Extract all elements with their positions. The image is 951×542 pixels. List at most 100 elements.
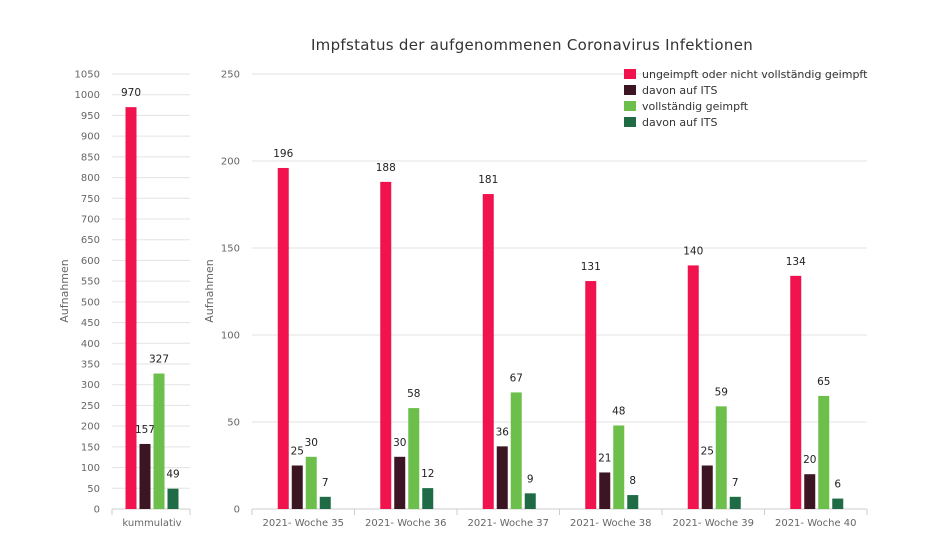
data-label: 196 [273, 148, 293, 160]
y-tick-label: 250 [221, 70, 240, 81]
y-tick-label: 450 [81, 318, 100, 329]
weekly-panel: 0 50 100 150 200 250 Aufnahmen 2021- Woche 35 19… [203, 70, 868, 529]
y-tick-label: 750 [81, 194, 100, 205]
bar [305, 456, 317, 509]
data-label: 48 [612, 405, 625, 417]
bar [125, 107, 137, 510]
x-tick-label: kummulativ [122, 518, 181, 529]
data-label: 21 [598, 452, 611, 464]
x-tick-label: 2021- Woche 39 [672, 518, 754, 529]
x-tick-label: 2021- Woche 37 [467, 518, 549, 529]
y-tick-label: 900 [81, 132, 100, 143]
y-tick-label: 950 [81, 111, 100, 122]
data-label: 36 [496, 426, 510, 438]
y-tick-label: 50 [227, 418, 240, 429]
bar [729, 496, 741, 509]
data-label: 7 [322, 477, 329, 489]
bar [394, 456, 406, 509]
y-tick-label: 200 [221, 157, 240, 168]
bar [524, 493, 536, 509]
legend-label: ungeimpft oder nicht vollständig geimpft [642, 68, 868, 81]
y-tick-label: 150 [221, 244, 240, 255]
y-tick-label: 50 [87, 484, 100, 495]
bar [599, 472, 611, 509]
bar [277, 167, 289, 509]
bar [496, 446, 508, 509]
bar [585, 281, 597, 509]
data-label: 67 [510, 372, 523, 384]
bar [627, 495, 639, 509]
legend-swatch [624, 101, 636, 111]
y-tick-label: 200 [81, 422, 100, 433]
legend-swatch [624, 117, 636, 127]
data-label: 25 [701, 446, 714, 458]
data-label: 30 [393, 437, 406, 449]
y-tick-label: 700 [81, 215, 100, 226]
y-tick-label: 500 [81, 297, 100, 308]
bar [818, 395, 830, 509]
y-tick-label: 350 [81, 360, 100, 371]
legend: ungeimpft oder nicht vollständig geimpft… [624, 68, 868, 129]
chart-title: Impfstatus der aufgenommenen Coronavirus… [311, 36, 753, 54]
y-tick-label: 150 [81, 442, 100, 453]
y-tick-label: 0 [234, 505, 240, 516]
data-label: 9 [527, 473, 534, 485]
data-label: 327 [149, 354, 169, 366]
data-label: 181 [478, 174, 498, 186]
data-label: 140 [683, 245, 703, 257]
data-label: 134 [786, 256, 806, 268]
bar [153, 373, 165, 509]
data-label: 6 [834, 479, 841, 491]
bar [613, 425, 625, 509]
bar [291, 465, 303, 509]
legend-label: vollständig geimpft [642, 100, 749, 113]
data-label: 157 [135, 424, 155, 436]
y-tick-label: 400 [81, 339, 100, 350]
y-tick-label: 800 [81, 173, 100, 184]
x-tick-label: 2021- Woche 35 [262, 518, 344, 529]
y-tick-label: 650 [81, 235, 100, 246]
y-tick-label: 100 [81, 463, 100, 474]
data-label: 59 [715, 386, 728, 398]
bar [804, 474, 816, 509]
y-tick-label: 250 [81, 401, 100, 412]
y-tick-label: 1000 [75, 90, 100, 101]
data-label: 131 [581, 261, 601, 273]
y-tick-label: 100 [221, 331, 240, 342]
x-tick-label: 2021- Woche 36 [365, 518, 447, 529]
x-tick-label: 2021- Woche 40 [775, 518, 857, 529]
y-tick-label: 550 [81, 277, 100, 288]
data-label: 30 [305, 437, 318, 449]
bar [482, 194, 494, 509]
data-label: 20 [803, 454, 816, 466]
bar [510, 392, 522, 509]
y-axis-title: Aufnahmen [58, 259, 71, 323]
bar [832, 498, 844, 509]
legend-label: davon auf ITS [642, 84, 717, 97]
data-label: 8 [629, 475, 636, 487]
y-axis-title: Aufnahmen [203, 259, 216, 323]
data-label: 65 [817, 376, 830, 388]
y-tick-label: 600 [81, 256, 100, 267]
data-label: 7 [732, 477, 739, 489]
y-tick-label: 0 [94, 505, 100, 516]
legend-swatch [624, 69, 636, 79]
y-tick-label: 1050 [75, 70, 100, 81]
bar [715, 406, 727, 509]
bar [687, 265, 699, 509]
bar [380, 181, 392, 509]
data-label: 49 [166, 469, 179, 481]
data-label: 188 [376, 162, 396, 174]
data-label: 25 [291, 446, 304, 458]
bar [701, 465, 713, 509]
bar [790, 275, 802, 509]
y-tick-label: 850 [81, 152, 100, 163]
x-tick-label: 2021- Woche 38 [570, 518, 652, 529]
data-label: 970 [121, 87, 141, 99]
legend-label: davon auf ITS [642, 116, 717, 129]
legend-swatch [624, 85, 636, 95]
data-label: 58 [407, 388, 420, 400]
bar [319, 496, 331, 509]
bar [408, 408, 420, 509]
